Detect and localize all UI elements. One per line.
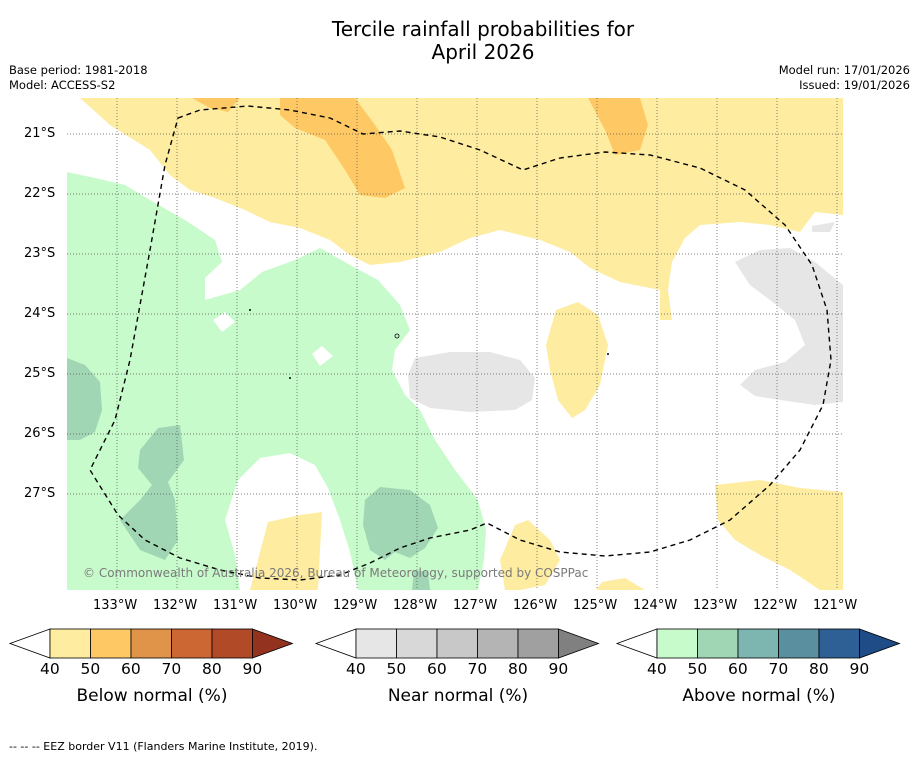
above-normal-region	[363, 487, 438, 560]
lon-label: 123°W	[693, 598, 738, 613]
colorbar-segment	[130, 628, 172, 659]
colorbar-segment	[436, 628, 478, 659]
colorbar-tick: 90	[548, 660, 569, 678]
colorbar-tick: 60	[728, 660, 748, 678]
colorbar-tick: 70	[768, 660, 789, 678]
below-normal-region	[588, 98, 648, 155]
colorbar-label-near: Near normal (%)	[387, 686, 529, 706]
graticule	[67, 98, 843, 590]
above-normal-region	[67, 172, 486, 590]
issued-date: Issued: 19/01/2026	[799, 78, 910, 92]
colorbar-label-below: Below normal (%)	[76, 686, 228, 706]
colorbar-segment	[355, 628, 397, 659]
colorbar-segment	[818, 628, 860, 659]
colorbar-segment	[211, 628, 253, 659]
colorbar-tick: 50	[80, 660, 101, 678]
below-normal-region	[546, 302, 608, 418]
colorbar-tick: 60	[121, 660, 141, 678]
colorbar-min-arrow	[8, 628, 51, 659]
lon-label: 130°W	[273, 598, 318, 613]
title-line-2: April 2026	[431, 40, 535, 64]
lon-label: 127°W	[453, 598, 498, 613]
colorbar-segment	[656, 628, 698, 659]
lon-label: 126°W	[513, 598, 558, 613]
lon-label: 133°W	[93, 598, 138, 613]
colorbar-tick: 70	[161, 660, 182, 678]
lat-label: 26°S	[24, 426, 56, 441]
colorbar-segment	[171, 628, 213, 659]
meta-left: Base period: 1981-2018 Model: ACCESS-S2	[9, 63, 148, 93]
lon-label: 132°W	[153, 598, 198, 613]
colorbar-tick: 40	[647, 660, 667, 678]
eez-border	[89, 105, 832, 581]
below-normal-region	[192, 98, 240, 112]
colorbar-segment	[737, 628, 779, 659]
above-normal-region	[120, 425, 184, 560]
colorbar-max-arrow	[558, 628, 600, 659]
near-normal-region	[812, 222, 835, 232]
below-normal-region	[80, 98, 843, 320]
colorbar-segment	[697, 628, 739, 659]
colorbar-tick: 60	[427, 660, 447, 678]
lon-label: 128°W	[393, 598, 438, 613]
no-dominant-region	[213, 312, 235, 332]
colorbar-label-above: Above normal (%)	[682, 686, 836, 706]
lon-label: 129°W	[333, 598, 378, 613]
colorbar-tick: 40	[346, 660, 366, 678]
above-normal-region	[412, 570, 430, 590]
colorbar-max-arrow	[252, 628, 294, 659]
copyright-note: © Commonwealth of Australia 2026, Bureau…	[83, 566, 589, 580]
model-run: Model run: 17/01/2026	[778, 63, 910, 77]
lon-label: 124°W	[633, 598, 678, 613]
lon-label: 131°W	[213, 598, 258, 613]
colorbar-tick: 50	[386, 660, 407, 678]
no-dominant-region	[312, 346, 333, 366]
colorbar-tick: 50	[687, 660, 708, 678]
lat-label: 23°S	[24, 246, 56, 261]
model-name: Model: ACCESS-S2	[9, 78, 116, 92]
lon-label: 125°W	[573, 598, 618, 613]
meta-right: Model run: 17/01/2026 Issued: 19/01/2026	[779, 63, 910, 93]
colorbar-tick: 80	[809, 660, 829, 678]
colorbar-tick: 80	[202, 660, 222, 678]
colorbar-tick: 80	[508, 660, 528, 678]
colorbar-tick: 70	[467, 660, 488, 678]
near-normal-region	[735, 248, 843, 405]
colorbar-min-arrow	[615, 628, 658, 659]
lat-label: 24°S	[24, 306, 56, 321]
lat-label: 22°S	[24, 186, 56, 201]
colorbar-segment	[49, 628, 91, 659]
colorbar-segment	[778, 628, 820, 659]
below-normal-region	[280, 98, 405, 198]
colorbar-segment	[517, 628, 559, 659]
colorbar-tick: 90	[849, 660, 870, 678]
eez-legend-note: -- -- -- EEZ border V11 (Flanders Marine…	[9, 740, 318, 753]
below-normal-region	[250, 512, 322, 590]
lat-label: 25°S	[24, 366, 56, 381]
base-period: Base period: 1981-2018	[9, 63, 148, 77]
colorbar-tick: 40	[40, 660, 60, 678]
colorbar-min-arrow	[314, 628, 357, 659]
lon-label: 122°W	[753, 598, 798, 613]
below-normal-region	[596, 578, 645, 590]
above-normal-region	[67, 358, 102, 440]
below-normal-region	[715, 480, 843, 590]
colorbar-tick: 90	[242, 660, 263, 678]
colorbar-segment	[477, 628, 519, 659]
colorbar-max-arrow	[859, 628, 901, 659]
lat-label: 27°S	[24, 486, 56, 501]
lon-label: 121°W	[813, 598, 858, 613]
lat-label: 21°S	[24, 126, 56, 141]
colorbar-segment	[396, 628, 438, 659]
colorbar-segment	[90, 628, 132, 659]
title-line-1: Tercile rainfall probabilities for	[331, 17, 635, 41]
map-area	[67, 98, 843, 590]
near-normal-region	[408, 352, 535, 412]
map-title: Tercile rainfall probabilities for April…	[0, 18, 919, 64]
